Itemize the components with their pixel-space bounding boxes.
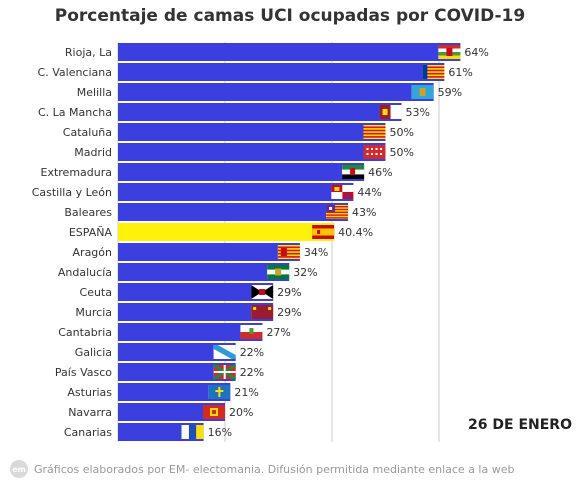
asturias-flag-icon [208, 385, 231, 399]
category-label: Aragón [73, 246, 113, 259]
bar [118, 163, 365, 181]
category-label: Navarra [68, 406, 112, 419]
value-label: 53% [406, 106, 430, 119]
chart-title: Porcentaje de camas UCI ocupadas por COV… [54, 6, 526, 26]
category-label: Galicia [75, 346, 112, 359]
em-logo-icon: em [10, 460, 28, 478]
category-label: Murcia [75, 306, 112, 319]
bar [118, 323, 263, 341]
bar [118, 63, 445, 81]
rioja-flag-icon [438, 45, 461, 59]
category-label: Canarias [64, 426, 112, 439]
catalonia-flag-icon [363, 125, 386, 139]
bar [118, 143, 386, 161]
value-label: 50% [390, 146, 414, 159]
bar [118, 123, 386, 141]
value-label: 50% [390, 126, 414, 139]
bar [118, 103, 402, 121]
bar [118, 183, 354, 201]
bar [118, 363, 236, 381]
value-label: 29% [277, 286, 301, 299]
pais-vasco-flag-icon [213, 363, 237, 381]
value-label: 29% [277, 306, 301, 319]
cantabria-flag-icon [240, 325, 263, 339]
value-label: 44% [357, 186, 381, 199]
valencia-flag-icon [422, 65, 445, 79]
category-label: País Vasco [55, 366, 112, 379]
galicia-flag-icon [213, 345, 236, 359]
footer: em Gráficos elaborados por EM- electoman… [10, 458, 580, 480]
aragon-flag-icon [277, 245, 300, 259]
value-label: 59% [438, 86, 462, 99]
extremadura-flag-icon [342, 165, 365, 179]
category-label: Baleares [64, 206, 112, 219]
category-label: Ceuta [80, 286, 112, 299]
bar [118, 303, 274, 321]
bar [118, 343, 236, 361]
value-label: 40.4% [338, 226, 373, 239]
ceuta-flag-icon [251, 285, 274, 299]
bar [118, 83, 434, 101]
value-label: 43% [352, 206, 376, 219]
category-label: Cantabria [58, 326, 112, 339]
value-label: 32% [293, 266, 317, 279]
category-label: C. La Mancha [38, 106, 112, 119]
baleares-flag-icon [326, 205, 349, 219]
bar [118, 283, 274, 301]
category-label: Asturias [67, 386, 112, 399]
bar [118, 243, 300, 261]
spain-flag-icon [312, 225, 335, 239]
murcia-flag-icon [251, 305, 274, 319]
value-label: 22% [240, 346, 264, 359]
melilla-flag-icon [411, 85, 434, 99]
bar-chart: Rioja, La 64% C. Valenciana 61% Melilla 59% C.… [32, 42, 489, 442]
category-label: Melilla [77, 86, 112, 99]
bar [118, 263, 290, 281]
bar [118, 223, 335, 241]
value-label: 16% [208, 426, 232, 439]
castilla-leon-flag-icon [331, 185, 354, 199]
madrid-flag-icon [363, 145, 386, 159]
category-label: Extremadura [41, 166, 113, 179]
bar [118, 203, 349, 221]
category-label: Rioja, La [65, 46, 112, 59]
andalucia-flag-icon [267, 265, 290, 279]
bar [118, 403, 225, 421]
castilla-la-mancha-flag-icon [379, 105, 402, 119]
category-label: C. Valenciana [38, 66, 112, 79]
category-label: Andalucía [58, 266, 112, 279]
value-label: 21% [234, 386, 258, 399]
value-label: 27% [266, 326, 290, 339]
value-label: 61% [448, 66, 472, 79]
bar [118, 383, 231, 401]
navarra-flag-icon [203, 405, 225, 419]
category-label: ESPAÑA [69, 226, 113, 239]
value-label: 20% [229, 406, 253, 419]
bar [118, 43, 461, 61]
value-label: 34% [304, 246, 328, 259]
category-label: Cataluña [63, 126, 112, 139]
footer-text: Gráficos elaborados por EM- electomania.… [34, 462, 515, 476]
value-label: 64% [464, 46, 488, 59]
canarias-flag-icon [181, 425, 204, 439]
value-label: 46% [368, 166, 392, 179]
category-label: Castilla y León [32, 186, 112, 199]
value-label: 22% [240, 366, 264, 379]
date-label: 26 DE ENERO [468, 417, 572, 433]
category-label: Madrid [74, 146, 112, 159]
